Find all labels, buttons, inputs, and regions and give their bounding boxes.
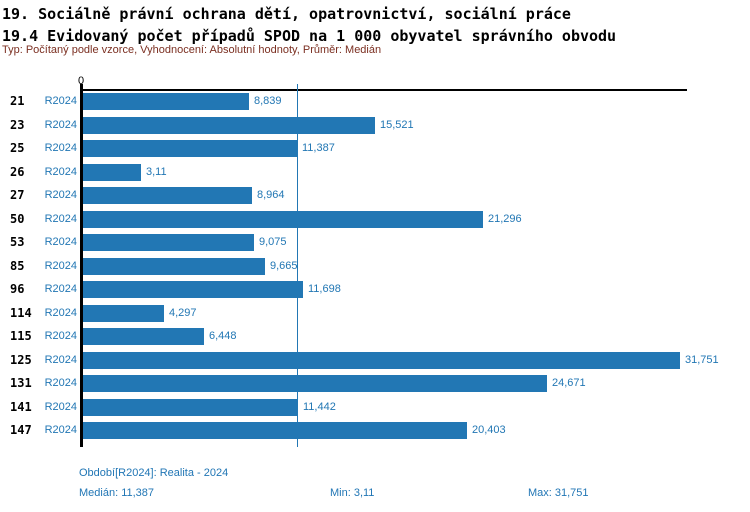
bar[interactable]	[83, 140, 297, 157]
category-label: 50	[10, 212, 25, 226]
series-label: R2024	[44, 330, 77, 342]
category-label: 23	[10, 118, 25, 132]
category-label: 114	[10, 306, 32, 320]
bar-value-label: 21,296	[488, 213, 522, 225]
footer-max: Max: 31,751	[528, 487, 589, 499]
series-label: R2024	[44, 189, 77, 201]
chart-row: 50 R2024 21,296	[0, 211, 750, 228]
bar-value-label: 24,671	[552, 377, 586, 389]
bar[interactable]	[83, 187, 252, 204]
chart-row: 85 R2024 9,665	[0, 258, 750, 275]
chart-row: 141 R2024 11,442	[0, 399, 750, 416]
bar-value-label: 15,521	[380, 119, 414, 131]
category-label: 27	[10, 188, 25, 202]
bar-value-label: 8,839	[254, 95, 282, 107]
axis-origin-label: 0	[77, 75, 85, 87]
bar-value-label: 11,442	[303, 401, 336, 413]
axis-left-line	[80, 84, 83, 447]
indicator-title: 19.4 Evidovaný počet případů SPOD na 1 0…	[2, 27, 617, 45]
bar[interactable]	[83, 422, 467, 439]
footer-min: Min: 3,11	[330, 487, 375, 499]
category-label: 26	[10, 165, 25, 179]
bar-value-label: 6,448	[209, 330, 237, 342]
chart-row: 115 R2024 6,448	[0, 328, 750, 345]
bar-value-label: 9,665	[270, 260, 298, 272]
axis-top-line	[80, 89, 687, 91]
category-label: 147	[10, 423, 32, 437]
series-label: R2024	[44, 424, 77, 436]
bar[interactable]	[83, 328, 204, 345]
bar-value-label: 11,698	[308, 283, 341, 295]
series-label: R2024	[44, 119, 77, 131]
meta-line: Typ: Počítaný podle vzorce, Vyhodnocení:…	[2, 44, 382, 56]
bar-value-label: 11,387	[302, 142, 335, 154]
bar[interactable]	[83, 375, 547, 392]
bar-value-label: 8,964	[257, 189, 285, 201]
series-label: R2024	[44, 95, 77, 107]
series-label: R2024	[44, 166, 77, 178]
bar[interactable]	[83, 93, 249, 110]
category-label: 141	[10, 400, 32, 414]
series-label: R2024	[44, 260, 77, 272]
chart-row: 23 R2024 15,521	[0, 117, 750, 134]
report-title: 19. Sociálně právní ochrana dětí, opatro…	[2, 5, 571, 23]
footer-period: Období[R2024]: Realita - 2024	[79, 467, 229, 479]
chart-row: 26 R2024 3,11	[0, 164, 750, 181]
bar-value-label: 9,075	[259, 236, 287, 248]
series-label: R2024	[44, 142, 77, 154]
bar[interactable]	[83, 211, 483, 228]
series-label: R2024	[44, 283, 77, 295]
chart-row: 27 R2024 8,964	[0, 187, 750, 204]
bar[interactable]	[83, 117, 375, 134]
category-label: 131	[10, 376, 32, 390]
bar[interactable]	[83, 305, 164, 322]
bar[interactable]	[83, 281, 303, 298]
bar-value-label: 31,751	[685, 354, 719, 366]
category-label: 96	[10, 282, 25, 296]
chart-row: 147 R2024 20,403	[0, 422, 750, 439]
bar-value-label: 4,297	[169, 307, 197, 319]
chart-row: 21 R2024 8,839	[0, 93, 750, 110]
series-label: R2024	[44, 401, 77, 413]
bar[interactable]	[83, 164, 141, 181]
category-label: 25	[10, 141, 25, 155]
chart-row: 131 R2024 24,671	[0, 375, 750, 392]
series-label: R2024	[44, 236, 77, 248]
category-label: 85	[10, 259, 25, 273]
category-label: 125	[10, 353, 32, 367]
bar[interactable]	[83, 234, 254, 251]
median-reference-line	[297, 84, 298, 447]
chart-row: 25 R2024 11,387	[0, 140, 750, 157]
series-label: R2024	[44, 377, 77, 389]
bar[interactable]	[83, 399, 298, 416]
chart-row: 114 R2024 4,297	[0, 305, 750, 322]
series-label: R2024	[44, 354, 77, 366]
series-label: R2024	[44, 213, 77, 225]
bar-value-label: 3,11	[146, 166, 167, 178]
footer-median: Medián: 11,387	[79, 487, 155, 499]
bar[interactable]	[83, 352, 680, 369]
chart-row: 96 R2024 11,698	[0, 281, 750, 298]
chart-row: 125 R2024 31,751	[0, 352, 750, 369]
series-label: R2024	[44, 307, 77, 319]
category-label: 21	[10, 94, 25, 108]
category-label: 115	[10, 329, 32, 343]
category-label: 53	[10, 235, 25, 249]
bar-value-label: 20,403	[472, 424, 506, 436]
bar[interactable]	[83, 258, 265, 275]
chart-row: 53 R2024 9,075	[0, 234, 750, 251]
